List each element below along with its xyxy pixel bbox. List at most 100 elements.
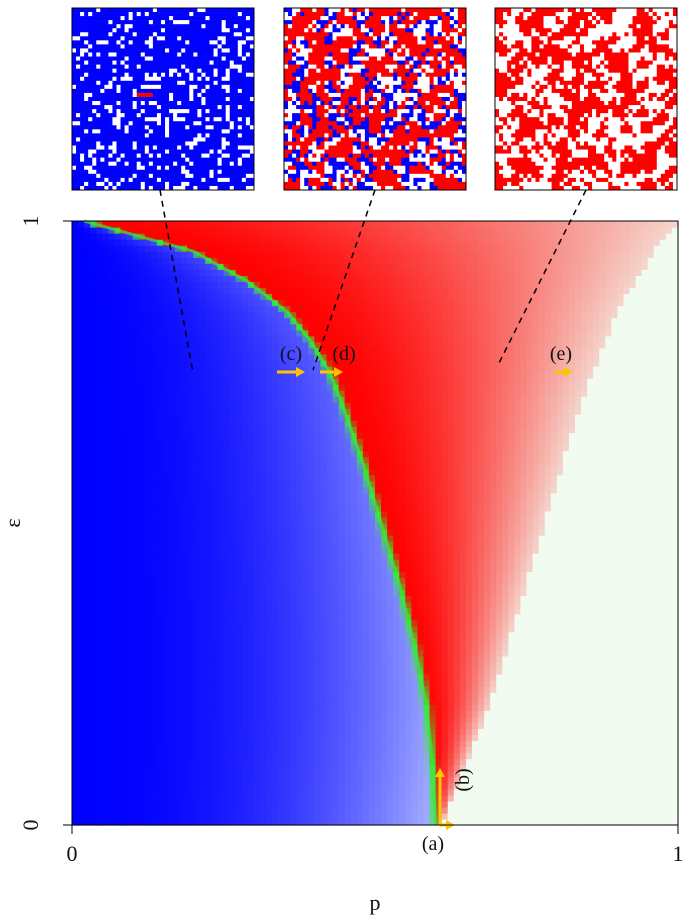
heatmap-cell bbox=[653, 740, 661, 748]
heatmap-cell bbox=[96, 752, 103, 760]
heatmap-cell bbox=[96, 637, 103, 645]
heatmap-cell bbox=[247, 649, 255, 657]
heatmap-cell bbox=[659, 583, 667, 591]
heatmap-cell bbox=[478, 643, 485, 651]
heatmap-cell bbox=[78, 553, 85, 560]
heatmap-cell bbox=[320, 565, 328, 572]
heatmap-cell bbox=[538, 686, 546, 693]
heatmap-cell bbox=[520, 613, 528, 621]
heatmap-cell bbox=[641, 589, 649, 597]
heatmap-cell bbox=[562, 667, 570, 675]
heatmap-cell bbox=[423, 607, 431, 615]
heatmap-cell bbox=[502, 806, 509, 814]
heatmap-cell bbox=[138, 553, 146, 560]
heatmap-cell bbox=[326, 704, 334, 711]
heatmap-cell bbox=[168, 601, 176, 609]
heatmap-cell bbox=[265, 776, 273, 784]
heatmap-cell bbox=[181, 655, 188, 663]
heatmap-cell bbox=[72, 595, 79, 603]
heatmap-cell bbox=[235, 523, 243, 530]
heatmap-cell bbox=[435, 680, 443, 687]
heatmap-cell bbox=[338, 553, 346, 560]
heatmap-cell bbox=[284, 529, 291, 536]
heatmap-cell bbox=[665, 710, 673, 717]
heatmap-cell bbox=[217, 667, 225, 675]
heatmap-cell bbox=[393, 565, 400, 572]
heatmap-cell bbox=[296, 734, 303, 742]
heatmap-cell bbox=[78, 734, 85, 742]
heatmap-cell bbox=[296, 812, 303, 820]
heatmap-cell bbox=[302, 704, 309, 711]
heatmap-cell bbox=[102, 529, 109, 536]
heatmap-cell bbox=[617, 655, 625, 663]
heatmap-cell bbox=[78, 740, 85, 748]
heatmap-cell bbox=[550, 770, 558, 778]
heatmap-cell bbox=[496, 812, 503, 820]
heatmap-cell bbox=[162, 776, 170, 784]
heatmap-cell bbox=[532, 782, 540, 790]
heatmap-cell bbox=[138, 607, 146, 615]
heatmap-cell bbox=[453, 541, 461, 548]
heatmap-cell bbox=[199, 613, 206, 621]
heatmap-cell bbox=[368, 613, 376, 621]
heatmap-cell bbox=[120, 625, 128, 633]
heatmap-cell bbox=[665, 613, 673, 621]
heatmap-cell bbox=[175, 571, 182, 578]
heatmap-cell bbox=[617, 637, 625, 645]
heatmap-cell bbox=[593, 812, 600, 820]
heatmap-cell bbox=[423, 577, 431, 584]
heatmap-cell bbox=[484, 607, 491, 615]
heatmap-cell bbox=[508, 788, 515, 796]
heatmap-cell bbox=[156, 806, 164, 814]
heatmap-cell bbox=[362, 752, 370, 760]
heatmap-cell bbox=[229, 601, 237, 609]
heatmap-cell bbox=[562, 583, 570, 591]
heatmap-cell bbox=[187, 637, 194, 645]
heatmap-cell bbox=[635, 764, 643, 772]
heatmap-cell bbox=[387, 559, 394, 566]
heatmap-cell bbox=[484, 740, 491, 748]
heatmap-cell bbox=[108, 812, 116, 820]
heatmap-cell bbox=[205, 571, 212, 578]
heatmap-cell bbox=[132, 812, 140, 820]
heatmap-cell bbox=[459, 607, 467, 615]
heatmap-cell bbox=[520, 812, 528, 820]
heatmap-cell bbox=[102, 788, 109, 796]
heatmap-cell bbox=[102, 649, 109, 657]
heatmap-cell bbox=[514, 806, 522, 814]
heatmap-cell bbox=[635, 722, 643, 729]
heatmap-cell bbox=[459, 541, 467, 548]
heatmap-cell bbox=[362, 674, 370, 681]
heatmap-cell bbox=[150, 728, 158, 735]
heatmap-cell bbox=[411, 655, 419, 663]
heatmap-cell bbox=[308, 565, 315, 572]
heatmap-cell bbox=[102, 728, 109, 735]
heatmap-cell bbox=[375, 722, 382, 729]
heatmap-cell bbox=[484, 667, 491, 675]
heatmap-cell bbox=[647, 643, 655, 651]
heatmap-cell bbox=[375, 625, 382, 633]
heatmap-cell bbox=[344, 776, 352, 784]
heatmap-cell bbox=[635, 589, 643, 597]
heatmap-cell bbox=[532, 649, 540, 657]
heatmap-cell bbox=[320, 764, 328, 772]
heatmap-cell bbox=[259, 619, 267, 627]
heatmap-cell bbox=[502, 547, 509, 554]
heatmap-cell bbox=[84, 764, 91, 772]
heatmap-cell bbox=[193, 782, 200, 790]
heatmap-cell bbox=[338, 674, 346, 681]
heatmap-cell bbox=[635, 559, 643, 566]
heatmap-cell bbox=[320, 746, 328, 754]
heatmap-cell bbox=[247, 740, 255, 748]
heatmap-cell bbox=[108, 776, 116, 784]
heatmap-cell bbox=[587, 541, 594, 548]
heatmap-cell bbox=[532, 698, 540, 705]
heatmap-cell bbox=[235, 649, 243, 657]
heatmap-cell bbox=[405, 728, 412, 735]
heatmap-cell bbox=[223, 680, 231, 687]
heatmap-cell bbox=[526, 770, 534, 778]
heatmap-cell bbox=[253, 643, 261, 651]
heatmap-cell bbox=[459, 553, 467, 560]
heatmap-cell bbox=[253, 529, 261, 536]
heatmap-cell bbox=[568, 535, 576, 542]
